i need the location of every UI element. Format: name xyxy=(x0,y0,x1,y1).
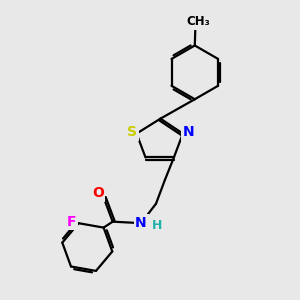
Text: CH₃: CH₃ xyxy=(186,15,210,28)
Text: S: S xyxy=(127,125,137,139)
Text: O: O xyxy=(92,186,104,200)
Text: N: N xyxy=(182,125,194,139)
Text: F: F xyxy=(66,215,76,229)
Text: H: H xyxy=(152,219,162,232)
Text: N: N xyxy=(135,216,147,230)
